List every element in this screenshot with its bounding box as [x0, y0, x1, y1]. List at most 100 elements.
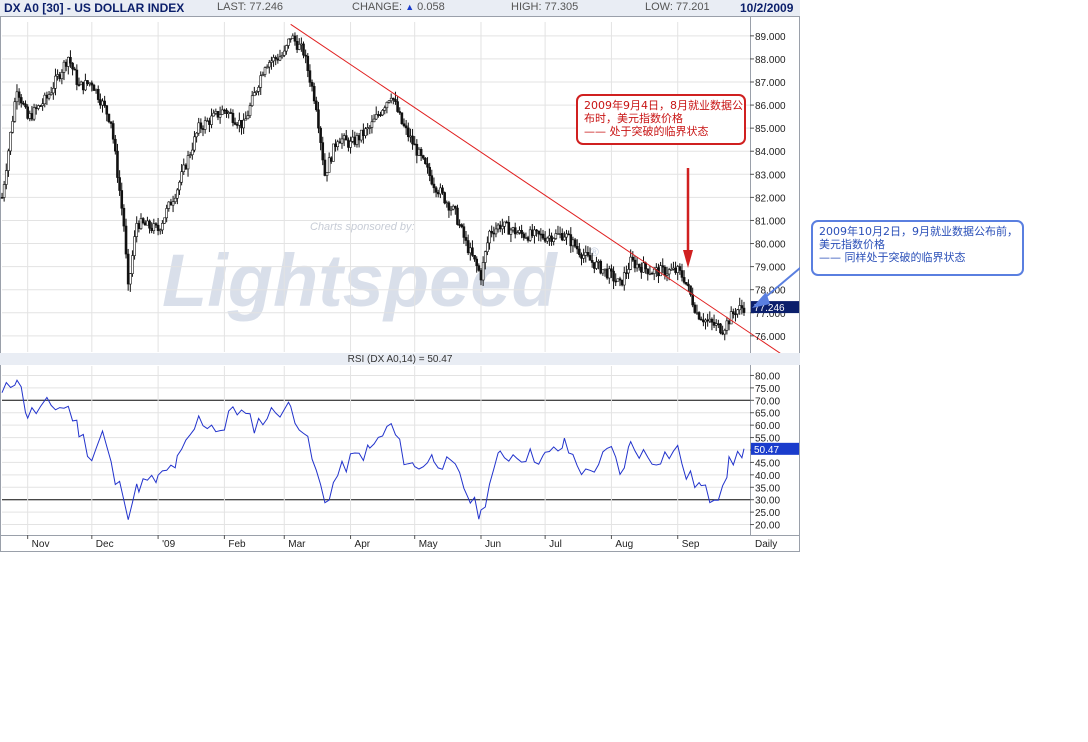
- price-candle-body: [693, 304, 697, 313]
- price-candle-body: [66, 56, 70, 67]
- price-candle-body: [667, 269, 671, 275]
- price-candle-body: [550, 235, 553, 242]
- price-candle-body: [599, 260, 603, 274]
- price-candle-body: [124, 225, 128, 255]
- price-candle-body: [522, 233, 526, 238]
- price-candle-body: [323, 159, 327, 176]
- rsi-tick-label: 55.00: [755, 434, 780, 445]
- price-candle-body: [575, 246, 579, 250]
- price-candle-body: [721, 332, 724, 335]
- price-candle-body: [531, 229, 534, 236]
- price-candle-body: [169, 201, 173, 206]
- price-candle-body: [680, 270, 684, 278]
- price-candle-body: [571, 239, 575, 247]
- price-candle-body: [520, 230, 523, 235]
- price-candle-body: [30, 113, 34, 120]
- price-candle-body: [708, 318, 712, 322]
- price-candle-body: [490, 230, 493, 234]
- price-candle-body: [494, 228, 498, 235]
- price-tick-label: 89.000: [755, 32, 786, 43]
- price-candle-body: [441, 187, 444, 193]
- price-candle-body: [413, 143, 416, 146]
- rsi-tick-label: 30.00: [755, 496, 780, 507]
- price-candle-body: [627, 269, 630, 274]
- price-candle-body: [601, 269, 605, 274]
- price-candle-body: [315, 100, 318, 111]
- price-candle-body: [513, 227, 517, 235]
- price-candle-body: [26, 106, 29, 119]
- price-candle-body: [503, 221, 506, 227]
- change-readout: CHANGE: ▲ 0.058: [352, 1, 445, 13]
- low-price: LOW: 77.201: [645, 1, 710, 13]
- price-candle-body: [511, 227, 515, 231]
- price-candle-body: [229, 112, 233, 114]
- price-candle-body: [15, 91, 19, 103]
- price-candle-body: [180, 171, 183, 183]
- price-candle-body: [75, 69, 79, 85]
- price-candle-body: [368, 127, 372, 129]
- price-candle-body: [682, 277, 686, 283]
- interval-label: Daily: [755, 539, 777, 550]
- chart-canvas: Charts sponsored by: Lightspeed ® 76.000…: [0, 0, 813, 552]
- price-candle-body: [460, 224, 464, 227]
- price-candle-body: [342, 135, 346, 140]
- price-candle-body: [4, 170, 8, 185]
- price-candle-body: [77, 84, 81, 86]
- price-candle-body: [274, 57, 278, 60]
- price-candle-body: [118, 177, 121, 191]
- price-candle-body: [235, 124, 239, 126]
- price-candle-body: [201, 128, 205, 130]
- price-candle-body: [120, 190, 124, 209]
- price-candle-body: [383, 107, 387, 111]
- price-candle-body: [607, 268, 611, 279]
- price-candle-body: [280, 55, 284, 58]
- price-tick-label: 86.000: [755, 101, 786, 112]
- price-candle-body: [282, 50, 286, 56]
- price-candle-body: [184, 164, 188, 170]
- price-candle-body: [58, 74, 62, 80]
- price-tick-label: 78.000: [755, 286, 786, 297]
- price-candle-body: [248, 105, 252, 116]
- price-candle-body: [32, 107, 36, 120]
- month-label: Jul: [549, 539, 562, 550]
- price-candle-body: [293, 35, 297, 42]
- price-candle-body: [642, 262, 645, 273]
- price-candle-body: [605, 268, 609, 279]
- price-candle-body: [158, 229, 162, 232]
- price-candle-body: [41, 103, 44, 106]
- price-candle-body: [471, 247, 474, 256]
- price-candle-body: [13, 101, 17, 122]
- price-candle-body: [475, 258, 479, 266]
- price-candle-body: [676, 266, 680, 273]
- price-candle-body: [468, 247, 472, 254]
- price-candle-body: [71, 62, 74, 70]
- price-candle-body: [400, 112, 404, 125]
- price-candle-body: [560, 233, 564, 241]
- price-candle-body: [2, 184, 6, 198]
- price-candle-body: [111, 123, 115, 140]
- price-candle-body: [178, 181, 181, 191]
- price-candle-body: [665, 273, 669, 276]
- rsi-tick-label: 70.00: [755, 396, 780, 407]
- price-candle-body: [447, 202, 451, 211]
- price-candle-body: [610, 268, 613, 272]
- x-axis: Nov Dec '09 Feb Mar Apr May Jun Jul Aug Sep Daily: [0, 535, 800, 550]
- price-candle-body: [640, 266, 643, 273]
- watermark-mark: ®: [590, 245, 599, 259]
- chart-date: 10/2/2009: [740, 1, 794, 15]
- price-candle-body: [90, 82, 94, 86]
- rsi-title: RSI (DX A0,14) = 50.47: [348, 354, 453, 365]
- price-candle-body: [45, 94, 49, 99]
- chart-frame: Charts sponsored by: Lightspeed ® 76.000…: [0, 0, 813, 552]
- price-candle-body: [661, 265, 665, 268]
- price-candle-body: [126, 253, 130, 285]
- price-candle-body: [631, 256, 635, 261]
- month-label: '09: [162, 539, 175, 550]
- value-badges: 77.246 50.47: [751, 301, 799, 456]
- price-candle-body: [719, 323, 722, 334]
- price-candle-body: [411, 135, 414, 145]
- price-candle-body: [143, 222, 147, 226]
- price-candle-body: [486, 242, 489, 253]
- price-candle-body: [325, 172, 329, 176]
- price-candle-body: [349, 141, 352, 148]
